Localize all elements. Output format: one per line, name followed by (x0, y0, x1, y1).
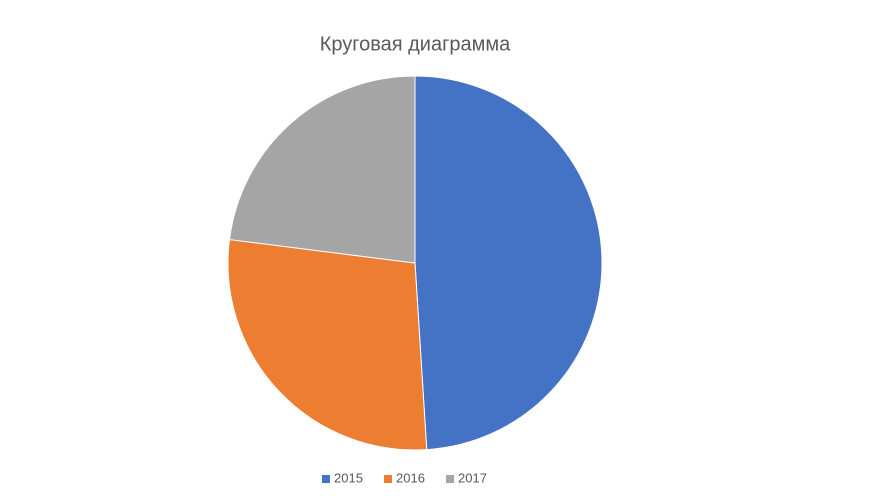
chart-title: Круговая диаграмма (320, 33, 511, 55)
pie-slice (227, 239, 428, 451)
legend-label: 2015 (334, 470, 363, 485)
legend-label: 2017 (458, 470, 487, 485)
legend-swatch (446, 475, 454, 483)
legend-label: 2016 (396, 470, 425, 485)
pie-slice (414, 75, 603, 451)
legend-swatch (384, 475, 392, 483)
legend-swatch (322, 475, 330, 483)
pie-slice (228, 75, 416, 264)
